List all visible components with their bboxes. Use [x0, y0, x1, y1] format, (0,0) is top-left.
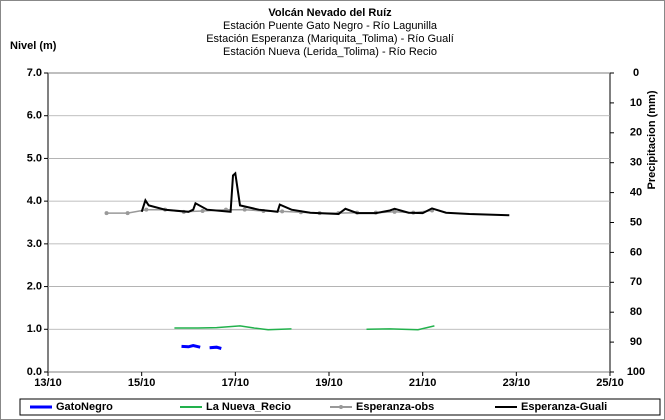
series-line [181, 343, 222, 350]
legend-label: Esperanza-Guali [521, 401, 607, 413]
y-tick-label: 7.0 [27, 67, 42, 79]
series-line [174, 325, 435, 331]
chart-title: Volcán Nevado del Ruíz [268, 7, 392, 19]
legend-label: GatoNegro [56, 401, 113, 413]
y2-tick-label: 70 [630, 276, 642, 288]
y2-tick-label: 50 [630, 216, 642, 228]
point [280, 209, 285, 214]
x-tick-label: 19/10 [315, 377, 343, 389]
point [144, 207, 149, 212]
subtitle: Estación Nueva (Lerida_Tolima) - Río Rec… [223, 46, 437, 58]
point [125, 211, 130, 216]
series-line [140, 171, 510, 217]
point [242, 207, 247, 212]
x-tick-label: 23/10 [503, 377, 531, 389]
point [200, 208, 205, 213]
y2-tick-label: 30 [630, 157, 642, 169]
x-tick-label: 15/10 [128, 377, 156, 389]
y2-tick-label: 80 [630, 306, 642, 318]
y2-tick-label: 0 [633, 67, 639, 79]
y2-tick-label: 10 [630, 97, 642, 109]
y2-axis-label: Precipitacion (mm) [646, 90, 658, 189]
x-tick-label: 21/10 [409, 377, 437, 389]
legend-marker [339, 405, 343, 409]
y2-tick-label: 100 [627, 366, 645, 378]
y-tick-label: 5.0 [27, 152, 42, 164]
y-tick-label: 3.0 [27, 238, 42, 250]
x-tick-label: 13/10 [34, 377, 62, 389]
y-axis-label: Nivel (m) [10, 40, 57, 52]
y-tick-label: 4.0 [27, 195, 42, 207]
y-tick-label: 0.0 [27, 366, 42, 378]
y-tick-label: 6.0 [27, 110, 42, 122]
x-tick-label: 17/10 [222, 377, 250, 389]
y2-tick-label: 20 [630, 127, 642, 139]
point [104, 211, 109, 216]
y2-tick-label: 90 [630, 336, 642, 348]
subtitle: Estación Esperanza (Mariquita_Tolima) - … [206, 33, 454, 45]
point [392, 209, 397, 214]
legend-label: Esperanza-obs [356, 401, 434, 413]
subtitle: Estación Puente Gato Negro - Río Lagunil… [223, 20, 438, 32]
legend-label: La Nueva_Recio [206, 401, 291, 413]
y-tick-label: 1.0 [27, 323, 42, 335]
x-tick-label: 25/10 [596, 377, 624, 389]
y-tick-label: 2.0 [27, 280, 42, 292]
y2-tick-label: 60 [630, 246, 642, 258]
y2-tick-label: 40 [630, 187, 642, 199]
